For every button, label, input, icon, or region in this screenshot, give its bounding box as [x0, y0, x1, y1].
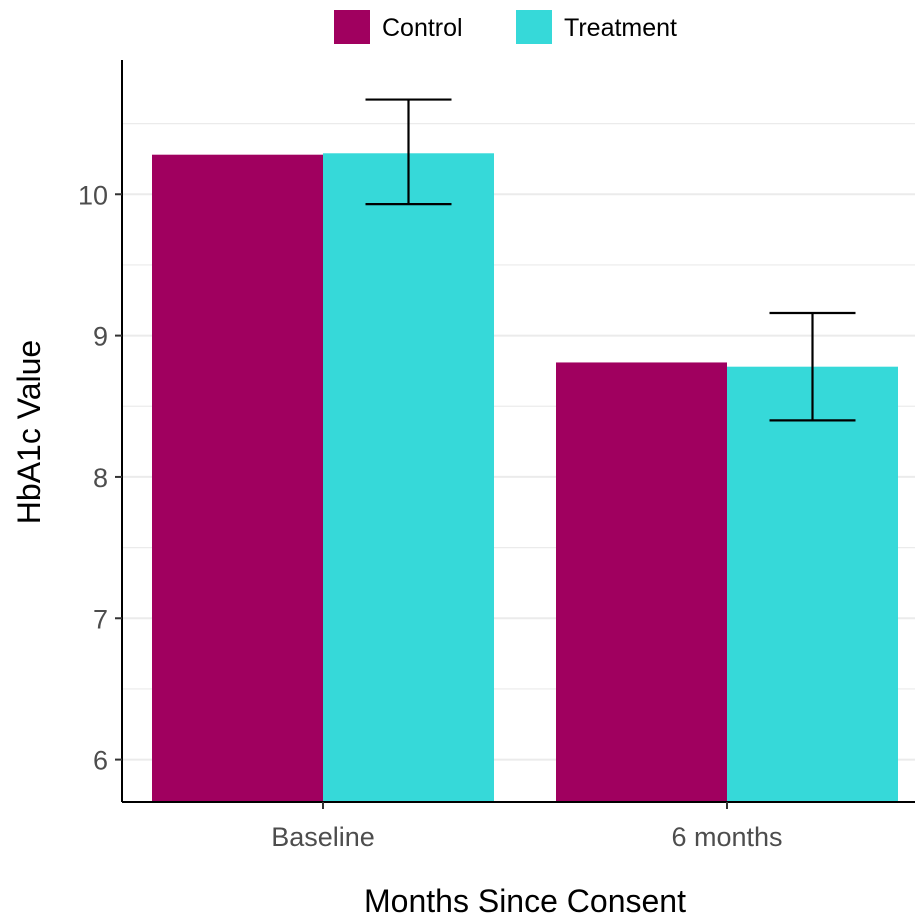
bar-control-0	[152, 154, 323, 802]
legend-key-control	[334, 10, 370, 44]
legend: Control Treatment	[334, 10, 677, 44]
bar-treatment-0	[323, 153, 494, 802]
y-tick-label: 10	[78, 180, 108, 210]
legend-label-control: Control	[382, 14, 463, 42]
error-bars	[365, 98, 856, 422]
error-bar-treatment-0	[365, 98, 452, 206]
bar-treatment-1	[727, 366, 898, 802]
x-tick-labels: Baseline 6 months	[271, 802, 783, 852]
y-tick-labels: 6 7 8 9 10	[78, 180, 122, 776]
x-axis-title: Months Since Consent	[364, 883, 686, 919]
bar-control-1	[556, 362, 727, 802]
y-tick-label: 8	[93, 463, 108, 493]
y-tick-label: 9	[93, 322, 108, 352]
y-tick-label: 6	[93, 746, 108, 776]
x-tick-label: Baseline	[271, 822, 375, 852]
x-tick-label: 6 months	[671, 822, 782, 852]
legend-key-treatment	[516, 10, 552, 44]
legend-label-treatment: Treatment	[564, 14, 677, 42]
bars	[152, 153, 898, 802]
error-bar-treatment-1	[769, 311, 856, 422]
y-tick-label: 7	[93, 604, 108, 634]
y-axis-title: HbA1c Value	[11, 340, 47, 524]
